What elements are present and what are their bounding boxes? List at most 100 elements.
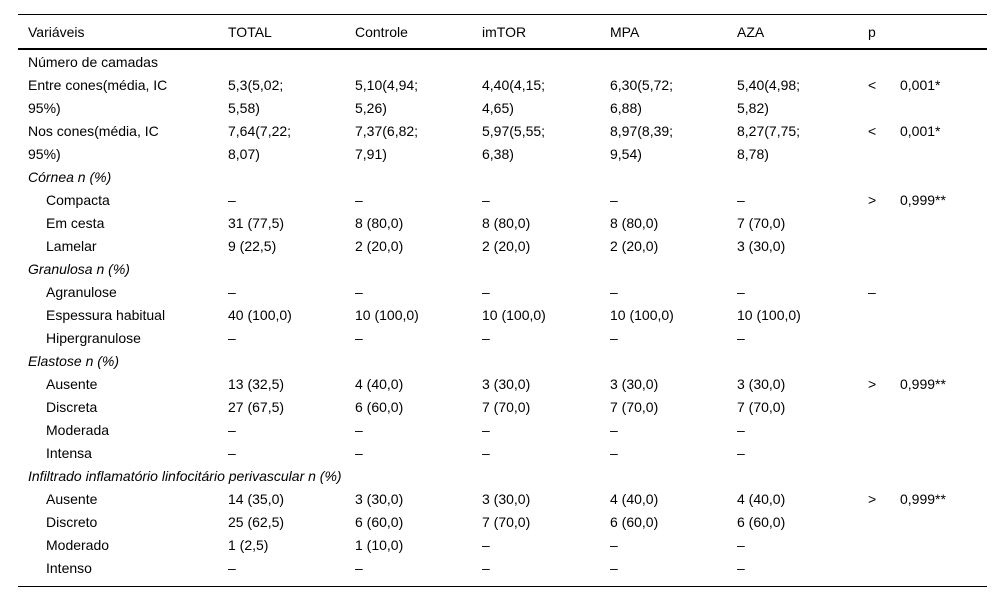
cell-imtor: – <box>482 445 490 461</box>
cell-imtor: 7 (70,0) <box>482 514 531 530</box>
p-value-cell <box>900 327 987 350</box>
data-row: Entre cones(média, IC 95%) 5,3(5,02; 5,58… <box>18 74 987 120</box>
p-sign-cell: > <box>868 192 877 208</box>
data-row: Compacta – – – – – >0,999** <box>18 189 987 212</box>
cell-imtor: 8 (80,0) <box>482 215 531 231</box>
data-row: Hipergranulose – – – – – <box>18 327 987 350</box>
cell-aza: – <box>737 537 745 553</box>
cell-total: – <box>228 560 236 576</box>
p-sign-cell <box>868 396 900 419</box>
p-sign-cell: < <box>868 123 877 139</box>
cell-total: 7,64(7,22; 8,07) <box>228 123 292 162</box>
p-sign-cell <box>868 442 900 465</box>
cell-controle: – <box>355 445 363 461</box>
cell-total: – <box>228 192 236 208</box>
data-row: Nos cones(média, IC 95%) 7,64(7,22; 8,07)… <box>18 120 987 166</box>
p-sign-cell: < <box>868 77 877 93</box>
cell-imtor: 2 (20,0) <box>482 238 531 254</box>
cell-aza: – <box>737 560 745 576</box>
cell-controle: 6 (60,0) <box>355 514 404 530</box>
cell-total: – <box>228 422 236 438</box>
cell-aza: – <box>737 192 745 208</box>
p-value-cell: 0,999** <box>900 491 946 507</box>
p-value-cell <box>900 212 987 235</box>
results-table: Variáveis TOTAL Controle imTOR MPA AZA p… <box>18 14 988 587</box>
cell-mpa: – <box>610 560 618 576</box>
section-label: Infiltrado inflamatório linfocitário per… <box>28 468 342 484</box>
section-row: Número de camadas <box>18 49 987 74</box>
p-sign-cell: > <box>868 491 877 507</box>
cell-mpa: 3 (30,0) <box>610 376 659 392</box>
cell-mpa: – <box>610 330 618 346</box>
row-label: Moderada <box>46 422 110 438</box>
cell-aza: 8,27(7,75; 8,78) <box>737 123 801 162</box>
p-value-cell <box>900 396 987 419</box>
data-row: Discreto 25 (62,5) 6 (60,0) 7 (70,0) 6 (60,0… <box>18 511 987 534</box>
cell-aza: – <box>737 422 745 438</box>
p-value-cell: 0,001* <box>900 123 941 139</box>
p-value-cell <box>900 442 987 465</box>
p-value-cell <box>900 304 987 327</box>
cell-aza: 6 (60,0) <box>737 514 786 530</box>
row-label: Em cesta <box>46 215 105 231</box>
column-header-total: TOTAL <box>228 14 355 50</box>
section-row: Granulosa n (%) <box>18 258 987 281</box>
p-value-cell <box>900 419 987 442</box>
row-label: Discreto <box>46 514 98 530</box>
cell-aza: 3 (30,0) <box>737 376 786 392</box>
data-row: Em cesta 31 (77,5) 8 (80,0) 8 (80,0) 8 (80,0… <box>18 212 987 235</box>
row-label: Espessura habitual <box>46 307 166 323</box>
data-row: Ausente 14 (35,0) 3 (30,0) 3 (30,0) 4 (40,0)… <box>18 488 987 511</box>
row-label: Intenso <box>46 560 92 576</box>
cell-imtor: 5,97(5,55; 6,38) <box>482 123 546 162</box>
p-sign-cell <box>868 557 900 587</box>
cell-total: 40 (100,0) <box>228 307 292 323</box>
cell-aza: 7 (70,0) <box>737 215 786 231</box>
section-label: Elastose n (%) <box>28 353 120 369</box>
cell-total: 27 (67,5) <box>228 399 285 415</box>
results-table-container: Variáveis TOTAL Controle imTOR MPA AZA p… <box>18 14 988 587</box>
row-label: Intensa <box>46 445 92 461</box>
cell-aza: – <box>737 330 745 346</box>
p-value-cell <box>900 557 987 587</box>
section-row: Infiltrado inflamatório linfocitário per… <box>18 465 987 488</box>
cell-mpa: 8,97(8,39; 9,54) <box>610 123 674 162</box>
cell-mpa: – <box>610 537 618 553</box>
cell-mpa: 7 (70,0) <box>610 399 659 415</box>
cell-aza: 7 (70,0) <box>737 399 786 415</box>
data-row: Ausente 13 (32,5) 4 (40,0) 3 (30,0) 3 (30,0)… <box>18 373 987 396</box>
row-label: Entre cones(média, IC 95%) <box>28 77 168 116</box>
data-row: Discreta 27 (67,5) 6 (60,0) 7 (70,0) 7 (70,0… <box>18 396 987 419</box>
cell-total: – <box>228 284 236 300</box>
data-row: Espessura habitual 40 (100,0) 10 (100,0) 10… <box>18 304 987 327</box>
section-label: Granulosa n (%) <box>28 261 130 277</box>
section-row: Elastose n (%) <box>18 350 987 373</box>
cell-controle: 1 (10,0) <box>355 537 404 553</box>
cell-controle: 4 (40,0) <box>355 376 404 392</box>
cell-mpa: 8 (80,0) <box>610 215 659 231</box>
cell-total: 14 (35,0) <box>228 491 285 507</box>
cell-imtor: – <box>482 537 490 553</box>
cell-total: 13 (32,5) <box>228 376 285 392</box>
cell-controle: – <box>355 422 363 438</box>
column-header-controle: Controle <box>355 14 482 50</box>
cell-imtor: 4,40(4,15; 4,65) <box>482 77 546 116</box>
cell-controle: 6 (60,0) <box>355 399 404 415</box>
p-value-cell <box>900 534 987 557</box>
header-row: Variáveis TOTAL Controle imTOR MPA AZA p <box>18 14 988 50</box>
p-sign-cell <box>868 304 900 327</box>
section-label: Número de camadas <box>28 54 158 70</box>
cell-mpa: – <box>610 422 618 438</box>
p-sign-cell <box>868 534 900 557</box>
cell-mpa: 6 (60,0) <box>610 514 659 530</box>
cell-controle: – <box>355 330 363 346</box>
p-value-cell <box>900 235 987 258</box>
cell-mpa: – <box>610 445 618 461</box>
row-label: Compacta <box>46 192 110 208</box>
cell-controle: 2 (20,0) <box>355 238 404 254</box>
row-label: Moderado <box>46 537 110 553</box>
cell-mpa: 10 (100,0) <box>610 307 674 323</box>
cell-aza: – <box>737 445 745 461</box>
p-sign-cell <box>868 511 900 534</box>
